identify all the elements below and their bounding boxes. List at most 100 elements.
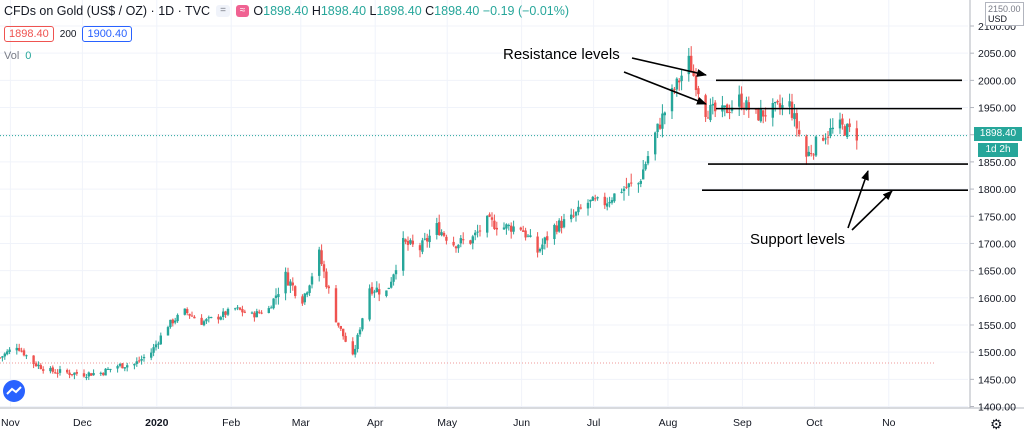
candle-body [358,329,362,335]
candle-body [570,214,573,220]
candle-body [8,349,11,352]
time-tick-label: Jun [513,417,530,429]
candle-body [66,369,69,373]
candle-body [644,163,647,170]
candle-body [142,356,146,359]
candle-body [92,373,95,376]
candle-body [34,363,38,367]
price-tick-label: 1800.00 [978,184,1016,196]
close-value: 1898.40 [434,4,480,18]
candle-body [838,119,842,129]
candle-body [538,248,542,252]
time-tick-label: Jul [587,417,600,429]
candle-body [361,318,364,330]
candle-body [390,281,393,288]
candle-body [303,293,306,303]
candle-body [426,238,429,242]
tradingview-logo-icon[interactable] [3,380,25,402]
candle-body [54,372,57,374]
candle-body [848,123,851,128]
spread-value: 200 [59,28,77,40]
candle-body [68,372,71,375]
candle-body [0,357,2,359]
ask-price-box[interactable]: 1900.40 [82,26,133,42]
candle-body [176,314,179,322]
candle-body [188,313,191,316]
candle-body [694,75,698,91]
symbol-title[interactable]: CFDs on Gold (US$ / OZ) · 1D · TVC [4,4,211,18]
equals-icon[interactable]: = [216,5,230,17]
candle-body [778,103,782,108]
chart-header: CFDs on Gold (US$ / OZ) · 1D · TVC = ≈ O… [4,4,569,18]
wave-icon[interactable]: ≈ [235,5,250,17]
candle-body [39,365,42,370]
candle-body [596,197,599,199]
candle-body [709,104,712,121]
candle-body [826,136,830,138]
candle-body [613,193,616,202]
candle-body [829,128,832,136]
candle-body [342,328,345,337]
resistance-label: Resistance levels [503,46,620,63]
candle-body [186,309,189,314]
candle-body [654,132,657,155]
candle-body [135,361,138,364]
candle-body [118,364,122,366]
current-price-tag: 1898.40 [974,127,1022,141]
candle-body [594,198,597,200]
candle-body [85,377,88,379]
candle-body [344,335,347,342]
candle-body [663,112,666,116]
candle-body [795,113,798,129]
currency-badge[interactable]: 2150.00 USD [985,2,1024,26]
open-value: 1898.40 [263,4,309,18]
candle-body [236,307,239,309]
volume-legend: Vol 0 [4,50,31,62]
candle-body [553,224,556,240]
candle-body [620,191,623,193]
axes[interactable]: 2100.002050.002000.001950.001900.001850.… [0,0,1024,429]
time-tick-label: May [437,417,458,429]
candle-body [841,118,844,125]
candle-body [603,196,606,206]
support-label: Support levels [750,231,846,248]
candle-body [253,312,256,318]
candle-body [541,244,544,250]
candle-body [183,308,186,315]
candle-body [106,368,110,370]
candle-body [404,239,407,242]
candle-body [507,225,510,227]
candle-body [325,271,328,288]
time-tick-label: Feb [222,417,240,429]
candle-body [138,360,141,362]
candle-body [260,312,263,314]
candle-body [22,350,26,356]
candle-body [546,236,549,241]
bid-price-box[interactable]: 1898.40 [4,26,54,42]
candle-body [394,270,398,275]
grid [0,0,968,408]
candle-body [294,286,297,296]
currency-label: USD [988,14,1008,24]
candle-body [670,88,674,112]
candle-body [589,199,592,202]
candle-body [421,240,424,252]
candle-body [474,232,477,236]
time-tick-label: Apr [367,417,384,429]
gear-icon[interactable]: ⚙ [990,416,1003,432]
candle-body [526,235,530,237]
candle-body [706,117,710,119]
support-arrow-left [847,170,869,229]
candle-body [462,239,465,241]
time-tick-label: Nov [1,417,20,429]
time-tick-label: Aug [659,417,678,429]
candle-body [258,311,261,313]
candle-body [234,308,237,310]
time-tick-label: Mar [292,417,311,429]
candle-body [524,230,527,238]
candle-body [166,327,170,336]
candle-body [378,289,381,295]
candle-body [133,363,136,366]
candle-body [762,110,765,117]
